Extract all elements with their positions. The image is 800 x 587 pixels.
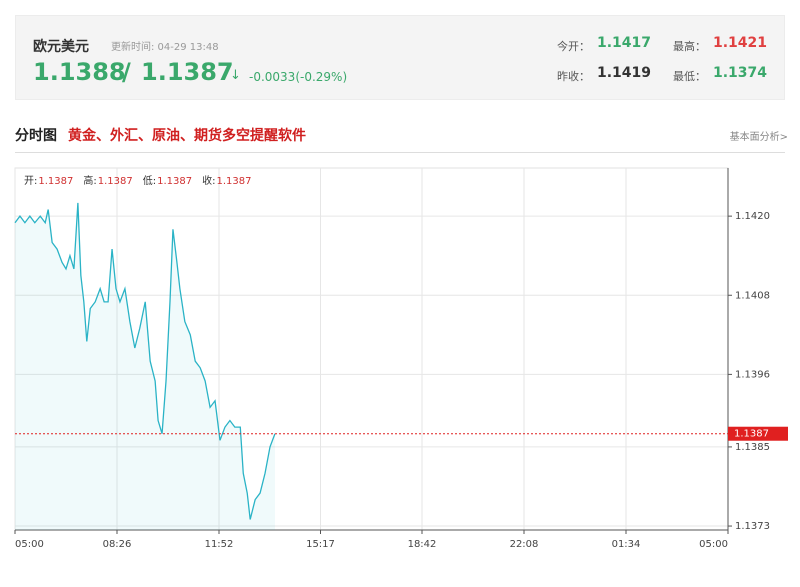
x-tick-label: 22:08 xyxy=(510,539,539,550)
high-value: 1.1421 xyxy=(713,35,768,51)
prev-close-value: 1.1419 xyxy=(597,65,652,81)
ask-price: 1.1387 xyxy=(141,58,234,86)
ohlc-value: 1.1387 xyxy=(98,176,133,187)
quote-header xyxy=(15,15,785,100)
x-tick-label: 11:52 xyxy=(205,539,234,550)
ohlc-label: 收: xyxy=(202,174,215,187)
ohlc-value: 1.1387 xyxy=(217,176,252,187)
x-tick-label: 05:00 xyxy=(15,539,44,550)
symbol-title: 欧元美元 xyxy=(33,39,89,55)
update-time: 更新时间: 04-29 13:48 xyxy=(111,42,219,53)
y-tick-label: 1.1396 xyxy=(735,369,770,380)
low-value: 1.1374 xyxy=(713,65,768,81)
x-tick-label: 18:42 xyxy=(408,539,437,550)
open-label: 今开： xyxy=(557,40,590,53)
open-value: 1.1417 xyxy=(597,35,652,51)
separator: / xyxy=(122,58,131,86)
change: -0.0033(-0.29%) xyxy=(249,70,348,84)
high-label: 最高： xyxy=(673,40,706,53)
current-price-box xyxy=(728,426,788,441)
analysis-link[interactable]: 基本面分析> xyxy=(729,132,788,143)
x-tick-label: 15:17 xyxy=(306,539,335,550)
low-label: 最低： xyxy=(673,70,706,83)
section-title: 分时图 xyxy=(15,128,57,144)
divider xyxy=(15,152,785,153)
area xyxy=(15,202,275,530)
prev-close-label: 昨收： xyxy=(557,70,590,83)
x-tick-label: 05:00 xyxy=(699,539,728,550)
x-tick-label: 08:26 xyxy=(103,539,132,550)
ohlc-label: 低: xyxy=(143,174,156,187)
price-line xyxy=(14,202,276,520)
ohlc-label: 高: xyxy=(83,174,96,187)
y-tick-label: 1.1408 xyxy=(735,290,770,301)
ohlc-label: 开: xyxy=(24,176,37,187)
down-arrow: ↓ xyxy=(230,68,241,83)
y-tick-label: 1.1420 xyxy=(735,211,770,222)
bid-price: 1.1388 xyxy=(33,58,126,86)
x-tick-label: 01:34 xyxy=(612,539,641,550)
ohlc-value: 1.1387 xyxy=(157,176,192,187)
promo-link[interactable]: 黄金、外汇、原油、期货多空提醒软件 xyxy=(68,128,306,144)
y-tick-label: 1.1385 xyxy=(735,442,770,453)
current-price-label: 1.1387 xyxy=(734,429,769,440)
y-tick-label: 1.1373 xyxy=(735,521,770,532)
ohlc-value: 1.1387 xyxy=(38,176,73,187)
